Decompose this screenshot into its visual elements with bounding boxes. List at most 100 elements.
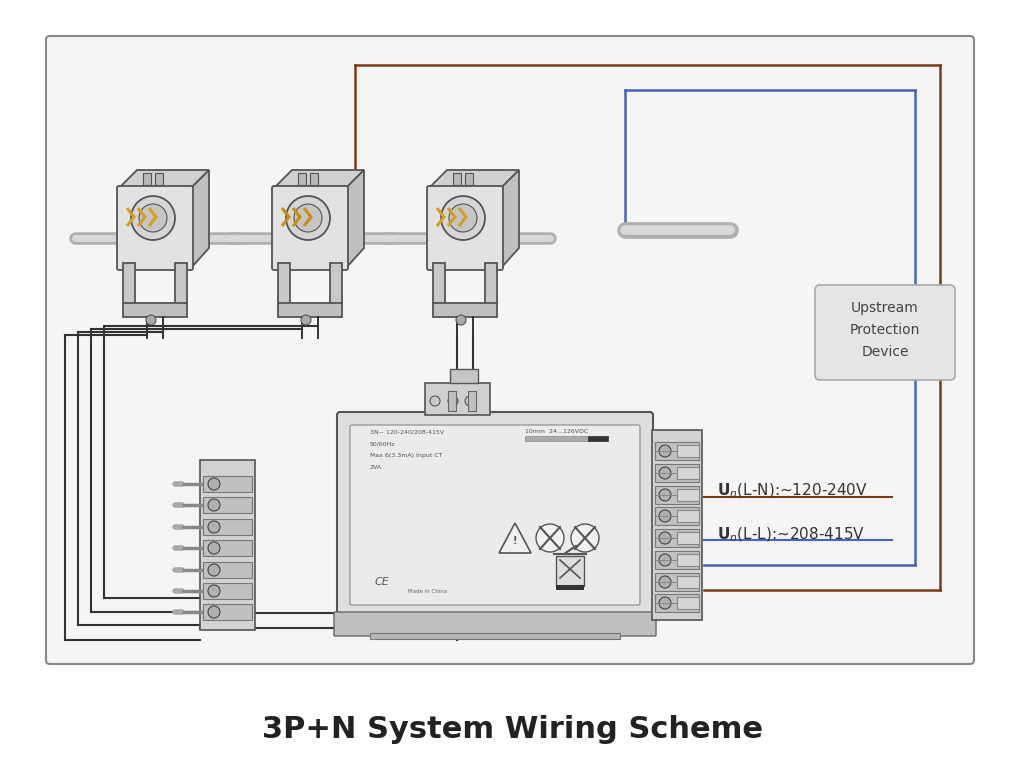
Text: Made in China: Made in China — [408, 589, 447, 594]
Bar — [370, 633, 620, 639]
Bar — [203, 497, 252, 513]
Text: !: ! — [513, 536, 517, 546]
FancyBboxPatch shape — [334, 612, 656, 636]
Circle shape — [286, 196, 330, 240]
Bar — [203, 562, 252, 578]
FancyBboxPatch shape — [117, 186, 193, 270]
Circle shape — [659, 489, 671, 501]
Circle shape — [456, 315, 466, 325]
Bar — [677, 554, 699, 566]
Bar — [278, 263, 290, 305]
Bar — [525, 436, 590, 441]
Bar — [677, 489, 699, 501]
Bar — [203, 583, 252, 599]
Polygon shape — [346, 170, 364, 268]
Text: 3P+N System Wiring Scheme: 3P+N System Wiring Scheme — [261, 716, 763, 744]
Bar — [203, 604, 252, 620]
Bar — [652, 430, 702, 620]
Bar — [123, 303, 187, 317]
Bar — [203, 519, 252, 535]
Bar — [677, 576, 699, 588]
Text: 2VA: 2VA — [370, 465, 382, 470]
Circle shape — [571, 524, 599, 552]
Bar — [123, 263, 135, 305]
Text: 10mm  24...126VDC: 10mm 24...126VDC — [525, 429, 588, 434]
Circle shape — [208, 521, 220, 533]
Circle shape — [146, 315, 156, 325]
FancyBboxPatch shape — [350, 425, 640, 605]
FancyBboxPatch shape — [815, 285, 955, 380]
Bar — [433, 303, 497, 317]
Circle shape — [301, 315, 311, 325]
Bar — [677, 510, 699, 522]
Circle shape — [294, 204, 322, 232]
Bar — [588, 436, 608, 441]
Bar — [556, 556, 584, 586]
Bar — [450, 369, 478, 383]
Bar — [278, 303, 342, 317]
Text: 3N~ 120-240/208-415V: 3N~ 120-240/208-415V — [370, 429, 444, 434]
Bar — [677, 467, 699, 479]
Bar — [485, 263, 497, 305]
Bar — [655, 594, 699, 612]
Circle shape — [208, 606, 220, 618]
Bar — [655, 529, 699, 547]
Bar — [433, 263, 445, 305]
Polygon shape — [501, 170, 519, 268]
Bar — [298, 173, 306, 185]
Text: $\mathbf{U}_n$(L-L):~208-415V: $\mathbf{U}_n$(L-L):~208-415V — [717, 525, 865, 544]
Text: Device: Device — [861, 345, 908, 359]
Bar — [425, 383, 490, 415]
Text: Max 6(3.3mA) Input CT: Max 6(3.3mA) Input CT — [370, 453, 442, 458]
Bar — [655, 486, 699, 504]
Polygon shape — [429, 170, 519, 188]
Circle shape — [659, 597, 671, 609]
Text: Protection: Protection — [850, 323, 921, 337]
Circle shape — [659, 467, 671, 479]
Circle shape — [131, 196, 175, 240]
Text: CE: CE — [375, 577, 390, 587]
Circle shape — [659, 532, 671, 544]
Bar — [203, 540, 252, 556]
Bar — [655, 442, 699, 460]
Bar — [465, 173, 473, 185]
Bar — [330, 263, 342, 305]
Bar — [655, 464, 699, 482]
Circle shape — [208, 564, 220, 576]
FancyBboxPatch shape — [337, 412, 653, 618]
Circle shape — [465, 396, 475, 406]
Text: $\mathbf{U}_n$(L-N):~120-240V: $\mathbf{U}_n$(L-N):~120-240V — [717, 482, 868, 500]
Circle shape — [208, 499, 220, 511]
Circle shape — [208, 478, 220, 490]
Bar — [677, 445, 699, 457]
FancyBboxPatch shape — [46, 36, 974, 664]
Bar — [468, 391, 476, 411]
Polygon shape — [191, 170, 209, 268]
Circle shape — [659, 445, 671, 457]
Bar — [655, 551, 699, 569]
Polygon shape — [499, 523, 531, 553]
Bar — [453, 173, 461, 185]
Circle shape — [449, 396, 458, 406]
Circle shape — [659, 576, 671, 588]
Text: Upstream: Upstream — [851, 301, 919, 315]
Circle shape — [449, 204, 477, 232]
Bar — [677, 597, 699, 609]
Bar — [155, 173, 163, 185]
Bar — [449, 391, 456, 411]
Circle shape — [430, 396, 440, 406]
Bar — [655, 507, 699, 525]
Circle shape — [441, 196, 485, 240]
Bar — [310, 173, 318, 185]
Circle shape — [659, 510, 671, 522]
Bar — [655, 573, 699, 591]
Circle shape — [139, 204, 167, 232]
Circle shape — [208, 585, 220, 597]
Polygon shape — [274, 170, 364, 188]
Circle shape — [659, 554, 671, 566]
Bar — [175, 263, 187, 305]
FancyBboxPatch shape — [427, 186, 503, 270]
Bar — [203, 476, 252, 492]
Circle shape — [536, 524, 564, 552]
Circle shape — [208, 542, 220, 554]
